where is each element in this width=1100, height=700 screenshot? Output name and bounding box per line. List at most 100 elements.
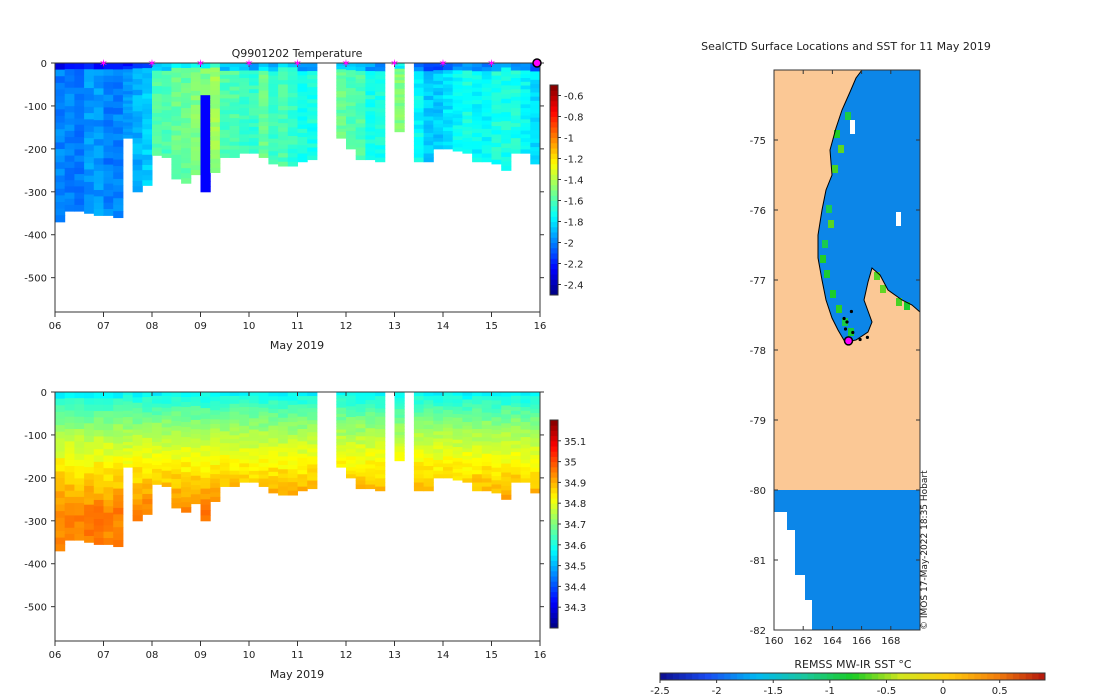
x-tick-label: 08: [146, 321, 159, 332]
salinity-cell: [307, 456, 318, 461]
sst-colorbar-segment: [929, 673, 937, 680]
temperature-cell: [171, 125, 182, 132]
temperature-cell: [336, 97, 347, 102]
temperature-cell: [510, 119, 522, 124]
salinity-cell: [74, 429, 85, 436]
salinity-cell: [510, 425, 522, 431]
salinity-cell: [530, 459, 541, 464]
salinity-cell: [375, 424, 386, 430]
salinity-cell: [491, 484, 502, 490]
salinity-cell: [472, 445, 483, 451]
temperature-cell: [229, 129, 240, 135]
salinity-cell: [481, 408, 492, 414]
salinity-cell: [336, 426, 347, 431]
colorbar-segment: [550, 570, 558, 577]
temperature-cell: [433, 88, 444, 93]
salinity-cell: [355, 440, 366, 445]
temperature-cell: [103, 196, 114, 204]
temperature-cell: [239, 108, 250, 113]
salinity-cell: [443, 442, 454, 447]
temperature-cell: [423, 137, 434, 142]
salinity-cell: [501, 436, 512, 442]
temperature-cell: [481, 157, 492, 163]
colorbar-segment: [550, 596, 558, 603]
salinity-cell: [103, 411, 114, 418]
salinity-cell: [375, 396, 386, 401]
temperature-cell: [74, 124, 85, 132]
temperature-cell: [113, 127, 124, 135]
salinity-cell: [413, 408, 425, 414]
temperature-cell: [520, 126, 531, 132]
temperature-cell: [64, 75, 75, 83]
salinity-cell: [355, 480, 366, 486]
x-tick-label: 07: [97, 321, 110, 332]
salinity-cell: [278, 486, 289, 492]
temperature-cell: [375, 104, 386, 109]
salinity-cell: [307, 404, 318, 409]
x-tick-label: 15: [485, 650, 498, 661]
salinity-cell: [297, 400, 308, 405]
temperature-cell: [239, 138, 250, 143]
temperature-cell: [239, 123, 250, 128]
temperature-cell: [132, 143, 143, 150]
salinity-cell: [161, 407, 172, 413]
salinity-cell: [64, 509, 75, 516]
temperature-cell: [472, 124, 483, 130]
salinity-cell: [278, 439, 289, 445]
salinity-cell: [190, 485, 201, 491]
salinity-cell: [74, 509, 85, 516]
temperature-cell: [346, 116, 357, 121]
salinity-cell: [355, 452, 366, 457]
temperature-cell: [346, 127, 357, 132]
temperature-cell: [355, 67, 366, 72]
temperature-cell: [190, 151, 201, 157]
salinity-cell: [443, 424, 454, 429]
salinity-cell: [64, 416, 75, 424]
temperature-cell: [181, 83, 192, 89]
temperature-cell: [462, 100, 473, 105]
temperature-cell: [413, 67, 425, 72]
colorbar-segment: [550, 586, 558, 593]
salinity-cell: [93, 411, 104, 418]
x-tick-label: 14: [437, 650, 450, 661]
temperature-cell: [452, 66, 463, 71]
salinity-cell: [219, 451, 231, 456]
salinity-cell: [413, 474, 425, 479]
temperature-cell: [481, 67, 492, 72]
salinity-cell: [336, 451, 347, 456]
temperature-cell: [278, 114, 289, 120]
sst-coastal-cell: [845, 112, 851, 120]
salinity-cell: [530, 421, 541, 427]
seal-position-point: [849, 309, 854, 314]
salinity-cell: [510, 474, 522, 479]
temperature-cell: [64, 149, 75, 157]
temperature-cell: [210, 63, 221, 69]
temperature-cell: [472, 83, 483, 89]
salinity-cell: [239, 440, 250, 446]
temperature-cell: [375, 145, 386, 150]
temperature-cell: [190, 63, 201, 69]
salinity-cell: [336, 392, 347, 396]
salinity-cell: [433, 392, 444, 397]
temperature-cell: [443, 88, 454, 93]
salinity-cell: [423, 392, 434, 397]
temperature-cell: [55, 215, 66, 223]
temperature-cell: [122, 66, 134, 70]
salinity-cell: [501, 463, 512, 469]
temperature-cell: [152, 147, 163, 152]
salinity-cell: [472, 449, 483, 455]
salinity-cell: [452, 436, 463, 441]
salinity-cell: [239, 395, 250, 401]
temperature-cell: [64, 130, 75, 138]
sst-map-grid: [774, 69, 921, 630]
temperature-cell: [481, 91, 492, 97]
temperature-cell: [501, 156, 512, 162]
salinity-cell: [268, 459, 279, 464]
temperature-cell: [142, 124, 153, 130]
temperature-x-ticks: 06 07 08 09 10 11 12 13 14 15 16: [49, 63, 546, 332]
sst-colorbar-segment: [704, 673, 712, 680]
temperature-cell: [268, 84, 279, 89]
temperature-cell: [93, 209, 104, 216]
salinity-cell: [307, 448, 318, 453]
salinity-cell: [394, 400, 405, 404]
